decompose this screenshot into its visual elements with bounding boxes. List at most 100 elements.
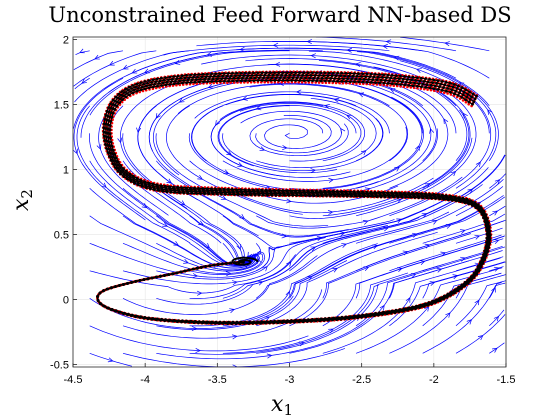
reproduction-point — [185, 320, 188, 323]
reproduction-point — [396, 80, 399, 83]
reproduction-point — [416, 85, 419, 88]
reproduction-point — [470, 95, 473, 98]
reproduction-point — [414, 79, 417, 82]
reproduction-point — [403, 75, 406, 78]
reproduction-point — [146, 82, 149, 85]
reproduction-point — [187, 192, 190, 195]
reproduction-point — [130, 87, 133, 90]
reproduction-point — [447, 198, 450, 201]
reproduction-point — [410, 79, 413, 82]
reproduction-point — [419, 304, 422, 307]
streamline — [250, 84, 408, 161]
y-axis-label-main: x — [9, 198, 34, 211]
reproduction-point — [133, 88, 136, 91]
x-tick-label: -2.5 — [352, 374, 371, 386]
reproduction-point — [216, 263, 219, 266]
reproduction-point — [226, 75, 229, 78]
reproduction-point — [261, 79, 264, 82]
reproduction-point — [430, 84, 433, 87]
reproduction-point — [427, 81, 430, 84]
reproduction-point — [284, 74, 287, 77]
reproduction-point — [268, 74, 271, 77]
reproduction-point — [371, 78, 374, 81]
streamline-arrow — [363, 220, 368, 224]
reproduction-point — [409, 196, 412, 199]
reproduction-point — [474, 98, 477, 101]
reproduction-point — [367, 195, 370, 198]
reproduction-point — [485, 228, 488, 231]
reproduction-point — [486, 233, 489, 236]
reproduction-point — [293, 74, 296, 77]
reproduction-point — [463, 91, 466, 94]
reproduction-point — [388, 196, 391, 199]
reproduction-point — [475, 206, 478, 209]
reproduction-point — [317, 77, 320, 80]
reproduction-point — [486, 237, 489, 240]
reproduction-point — [123, 91, 126, 94]
reproduction-point — [97, 299, 100, 302]
reproduction-point — [106, 110, 109, 113]
reproduction-point — [435, 82, 438, 85]
reproduction-point — [286, 79, 289, 82]
reproduction-point — [114, 166, 117, 169]
reproduction-point — [343, 75, 346, 78]
reproduction-point — [273, 71, 276, 74]
reproduction-point — [233, 193, 236, 196]
reproduction-point — [273, 79, 276, 82]
reproduction-point — [258, 194, 261, 197]
reproduction-point — [134, 86, 137, 89]
reproduction-point — [265, 320, 268, 323]
reproduction-point — [336, 316, 339, 319]
reproduction-point — [303, 79, 306, 82]
reproduction-point — [279, 194, 282, 197]
reproduction-point — [342, 77, 345, 80]
reproduction-point — [107, 307, 110, 310]
reproduction-point — [461, 96, 464, 99]
reproduction-point — [426, 197, 429, 200]
reproduction-point — [130, 281, 133, 284]
reproduction-point — [463, 201, 466, 204]
reproduction-point — [210, 73, 213, 76]
reproduction-point — [212, 78, 215, 81]
reproduction-point — [457, 85, 460, 88]
x-axis-label-main: x — [271, 392, 284, 417]
reproduction-point — [220, 77, 223, 80]
reproduction-point — [409, 81, 412, 84]
reproduction-point — [248, 79, 251, 82]
reproduction-point — [439, 83, 442, 86]
reproduction-point — [103, 122, 106, 125]
reproduction-point — [332, 317, 335, 320]
reproduction-point — [478, 209, 481, 212]
reproduction-point — [269, 71, 272, 74]
reproduction-point — [124, 88, 127, 91]
reproduction-point — [149, 187, 152, 190]
reproduction-point — [215, 321, 218, 324]
reproduction-point — [318, 74, 321, 77]
reproduction-point — [220, 193, 223, 196]
reproduction-point — [317, 194, 320, 197]
reproduction-point — [155, 80, 158, 83]
reproduction-point — [102, 289, 105, 292]
reproduction-point — [167, 273, 170, 276]
reproduction-point — [173, 319, 176, 322]
reproduction-point — [265, 79, 268, 82]
reproduction-point — [138, 84, 141, 87]
reproduction-point — [345, 72, 348, 75]
reproduction-point — [181, 319, 184, 322]
reproduction-point — [204, 265, 207, 268]
reproduction-point — [471, 103, 474, 106]
reproduction-point — [472, 93, 475, 96]
y-axis-label-subscript: 2 — [18, 189, 36, 199]
reproduction-point — [484, 220, 487, 223]
x-tick-label: -3 — [285, 374, 295, 386]
reproduction-point — [464, 281, 467, 284]
reproduction-point — [269, 79, 272, 82]
chart-title: Unconstrained Feed Forward NN-based DS — [48, 3, 511, 27]
reproduction-point — [202, 320, 205, 323]
reproduction-point — [148, 79, 151, 82]
reproduction-point — [475, 268, 478, 271]
reproduction-point — [125, 96, 128, 99]
x-tick-label: -3.5 — [208, 374, 227, 386]
reproduction-point — [342, 195, 345, 198]
reproduction-point — [252, 72, 255, 75]
